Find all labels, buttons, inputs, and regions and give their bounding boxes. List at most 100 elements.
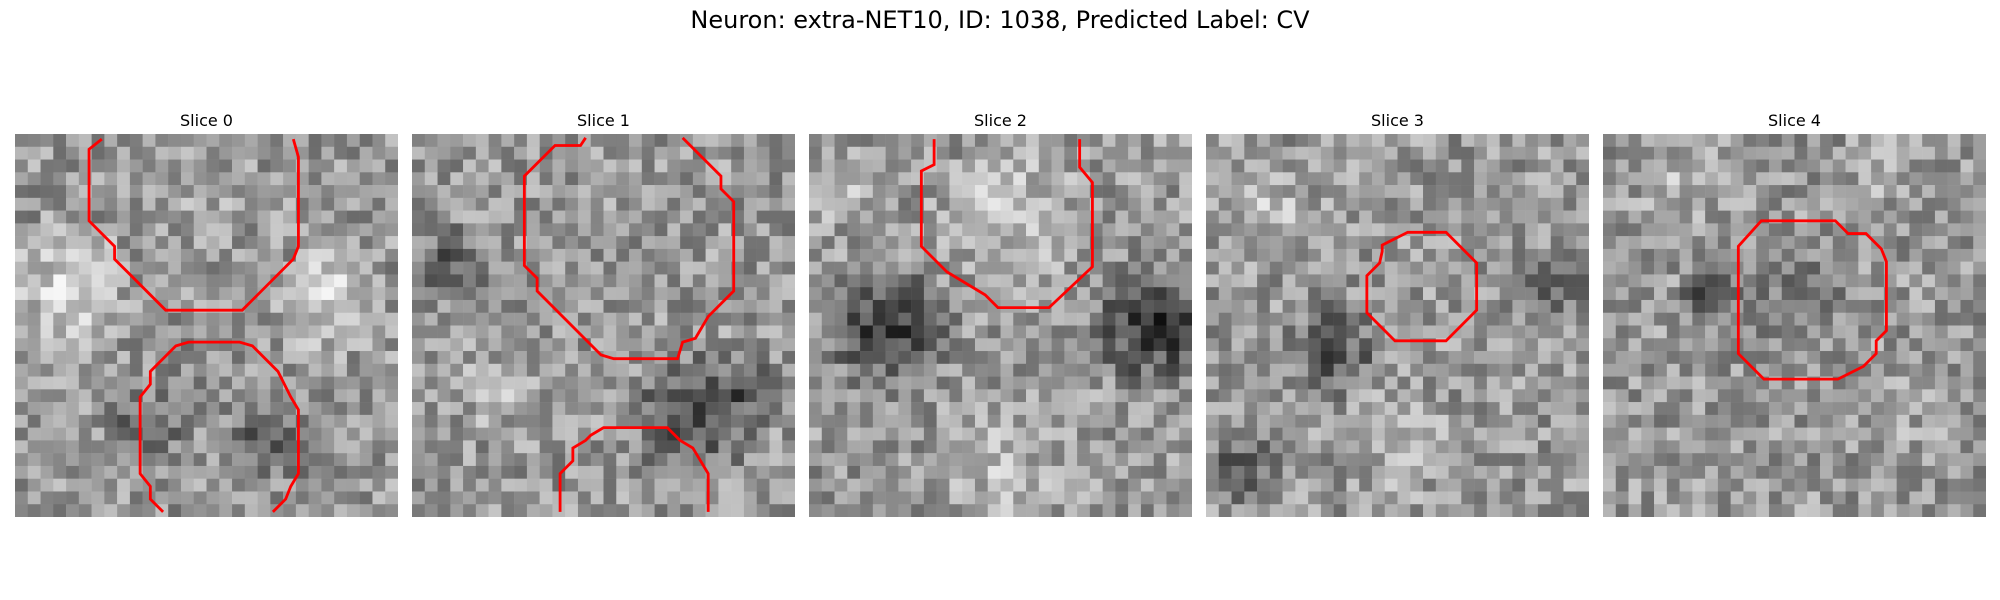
pixel xyxy=(526,351,540,365)
pixel xyxy=(53,185,67,199)
pixel xyxy=(1858,453,1872,467)
pixel xyxy=(1397,287,1411,301)
pixel xyxy=(1218,491,1232,505)
pixel xyxy=(885,402,899,416)
pixel xyxy=(526,491,540,505)
pixel xyxy=(346,185,360,199)
pixel xyxy=(91,287,105,301)
pixel xyxy=(40,197,54,211)
pixel xyxy=(860,325,874,339)
pixel xyxy=(129,287,143,301)
pixel xyxy=(616,261,630,275)
pixel xyxy=(1499,427,1513,441)
pixel xyxy=(1563,312,1577,326)
pixel xyxy=(308,504,322,517)
pixel xyxy=(692,440,706,454)
pixel xyxy=(1960,440,1974,454)
pixel xyxy=(40,312,54,326)
pixel xyxy=(603,312,617,326)
pixel xyxy=(155,402,169,416)
pixel xyxy=(1410,299,1424,313)
pixel xyxy=(1563,261,1577,275)
pixel xyxy=(692,299,706,313)
pixel xyxy=(885,223,899,237)
pixel xyxy=(1807,287,1821,301)
pixel xyxy=(1858,312,1872,326)
pixel xyxy=(1537,261,1551,275)
pixel xyxy=(1768,146,1782,160)
pixel xyxy=(680,389,694,403)
pixel xyxy=(1140,274,1154,288)
pixel xyxy=(885,299,899,313)
pixel xyxy=(1525,185,1539,199)
pixel xyxy=(257,402,271,416)
pixel xyxy=(692,478,706,492)
pixel xyxy=(1654,427,1668,441)
pixel xyxy=(334,236,348,250)
pixel xyxy=(1282,478,1296,492)
pixel xyxy=(244,414,258,428)
pixel xyxy=(680,414,694,428)
pixel xyxy=(705,376,719,390)
pixel xyxy=(1102,159,1116,173)
pixel xyxy=(692,504,706,517)
pixel xyxy=(987,197,1001,211)
pixel xyxy=(1654,478,1668,492)
pixel xyxy=(475,248,489,262)
pixel xyxy=(1781,338,1795,352)
pixel xyxy=(1512,261,1526,275)
pixel xyxy=(206,376,220,390)
pixel xyxy=(539,478,553,492)
pixel xyxy=(206,312,220,326)
pixel xyxy=(1333,261,1347,275)
pixel xyxy=(104,453,118,467)
pixel xyxy=(603,210,617,224)
pixel xyxy=(257,185,271,199)
pixel xyxy=(168,185,182,199)
pixel xyxy=(488,172,502,186)
pixel xyxy=(78,414,92,428)
pixel xyxy=(565,210,579,224)
pixel xyxy=(1308,465,1322,479)
pixel xyxy=(270,210,284,224)
pixel xyxy=(1537,210,1551,224)
pixel xyxy=(1282,491,1296,505)
pixel xyxy=(1717,453,1731,467)
pixel xyxy=(1064,185,1078,199)
pixel xyxy=(1679,312,1693,326)
contour-3 xyxy=(1365,230,1479,343)
pixel xyxy=(885,146,899,160)
pixel xyxy=(1423,440,1437,454)
pixel xyxy=(1269,197,1283,211)
pixel xyxy=(1845,427,1859,441)
pixel xyxy=(168,134,182,148)
pixel xyxy=(1768,274,1782,288)
pixel xyxy=(974,440,988,454)
pixel xyxy=(372,274,386,288)
pixel xyxy=(78,261,92,275)
pixel xyxy=(1486,287,1500,301)
pixel xyxy=(526,427,540,441)
pixel xyxy=(1282,325,1296,339)
pixel xyxy=(834,185,848,199)
pixel xyxy=(129,312,143,326)
pixel xyxy=(1909,491,1923,505)
pixel xyxy=(1282,261,1296,275)
pixel xyxy=(1499,172,1513,186)
pixel xyxy=(1871,491,1885,505)
pixel xyxy=(1231,146,1245,160)
pixel xyxy=(1832,389,1846,403)
pixel xyxy=(705,414,719,428)
pixel xyxy=(193,185,207,199)
pixel xyxy=(756,414,770,428)
pixel xyxy=(1576,414,1589,428)
pixel xyxy=(450,351,464,365)
pixel xyxy=(206,287,220,301)
pixel xyxy=(501,325,515,339)
pixel xyxy=(962,223,976,237)
pixel xyxy=(219,236,233,250)
pixel xyxy=(565,299,579,313)
pixel xyxy=(155,287,169,301)
pixel xyxy=(1102,363,1116,377)
pixel xyxy=(1858,248,1872,262)
